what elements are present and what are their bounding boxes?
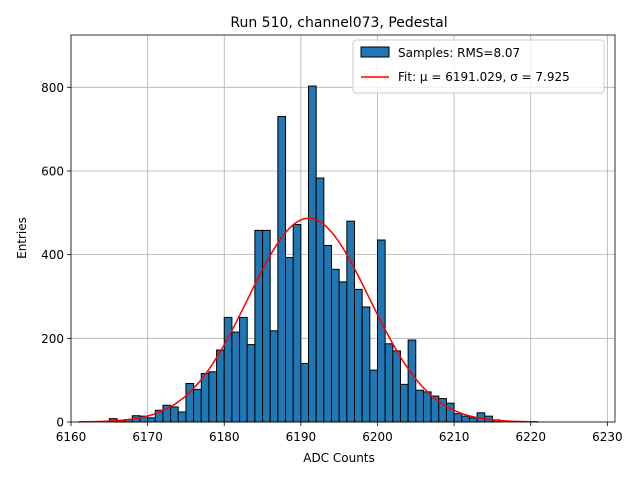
legend: Samples: RMS=8.07 Fit: μ = 6191.029, σ =… — [352, 39, 605, 94]
histogram-bar — [331, 268, 340, 423]
histogram-bar — [300, 362, 310, 423]
histogram-bar — [376, 239, 386, 423]
histogram-bar — [453, 413, 463, 423]
y-tick-label: 800 — [41, 81, 64, 95]
histogram-bar — [353, 288, 363, 423]
histogram-bar — [239, 316, 248, 423]
histogram-bar — [461, 415, 470, 423]
histogram-bar — [361, 306, 371, 423]
histogram-bar — [269, 330, 279, 423]
histogram-bar — [216, 349, 225, 423]
histogram-bar — [208, 371, 218, 423]
histogram-bar — [392, 350, 401, 423]
x-tick-label: 6190 — [286, 430, 317, 444]
bars-layer — [108, 85, 501, 423]
histogram-bar — [254, 229, 264, 423]
y-tick-label: 200 — [41, 332, 64, 346]
histogram-bar — [407, 339, 417, 423]
chart-title: Run 510, channel073, Pedestal — [230, 15, 447, 31]
y-axis-label: Entries — [15, 217, 29, 259]
histogram-bar — [277, 116, 287, 423]
histogram-bar — [415, 389, 424, 423]
histogram-bar — [285, 257, 294, 423]
histogram-bar — [262, 229, 271, 423]
y-tick-label: 400 — [41, 248, 64, 262]
histogram-bar — [369, 369, 378, 423]
legend-swatch-samples — [360, 46, 390, 58]
histogram-bar — [177, 411, 187, 423]
histogram-bar — [323, 244, 333, 423]
y-tick-label: 0 — [56, 416, 64, 430]
fit-curve — [78, 217, 539, 423]
histogram-bar — [445, 402, 455, 423]
histogram-bar — [346, 220, 355, 423]
histogram-bar — [384, 343, 394, 423]
x-tick-label: 6170 — [132, 430, 163, 444]
histogram-bar — [399, 383, 409, 423]
histogram-bar — [315, 177, 325, 423]
x-tick-label: 6220 — [515, 430, 546, 444]
y-tick-label: 600 — [41, 164, 64, 178]
histogram-bar — [422, 391, 432, 423]
histogram-bar — [338, 281, 348, 423]
histogram-bar — [147, 417, 156, 423]
legend-label-samples: Samples: RMS=8.07 — [398, 46, 520, 60]
x-tick-label: 6180 — [209, 430, 240, 444]
legend-box — [352, 39, 605, 94]
histogram-bar — [193, 388, 202, 423]
ticks-layer: 6160 6170 6180 6190 6200 6210 6220 6230 0 200 400 6… — [41, 81, 623, 444]
histogram-bar — [231, 331, 241, 423]
x-tick-label: 6210 — [439, 430, 470, 444]
x-tick-label: 6200 — [362, 430, 393, 444]
histogram-bar — [246, 344, 256, 423]
histogram-bar — [170, 406, 179, 423]
histogram-bar — [308, 85, 317, 423]
histogram-bar — [200, 372, 210, 423]
histogram-bar — [468, 417, 478, 423]
histogram-bar — [292, 224, 302, 423]
x-tick-label: 6160 — [56, 430, 87, 444]
legend-label-fit: Fit: μ = 6191.029, σ = 7.925 — [398, 70, 570, 84]
x-axis-label: ADC Counts — [303, 451, 375, 465]
x-tick-label: 6230 — [592, 430, 623, 444]
plot-frame — [70, 34, 616, 423]
